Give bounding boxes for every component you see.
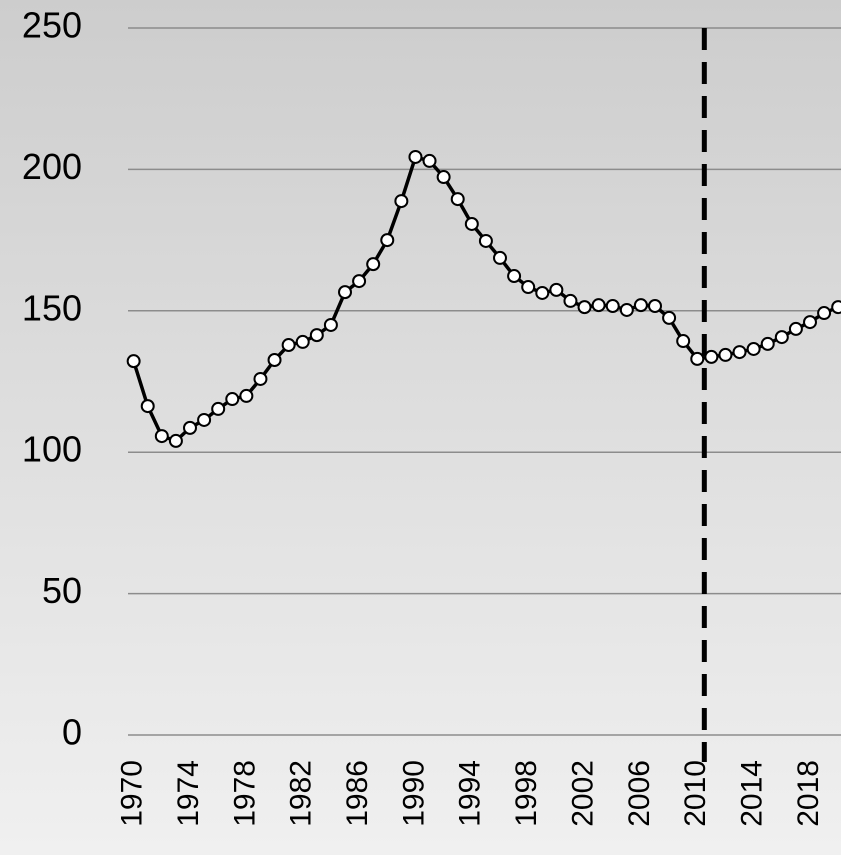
point [633,298,648,313]
point [803,315,817,330]
point [648,298,662,313]
x-tick-label: 1970 [116,760,149,827]
x-tick-label: 2002 [566,760,599,827]
point [760,336,775,351]
point [295,334,310,349]
point [478,233,493,248]
point [422,153,437,168]
point [507,269,522,284]
point [197,412,212,427]
point [253,371,268,386]
point [718,347,733,362]
x-tick-label: 1978 [228,760,261,827]
point [352,274,367,289]
x-tick-label: 1986 [341,760,374,827]
point [154,429,169,444]
y-tick-label: 100 [22,429,82,470]
point [338,285,352,300]
point [619,302,634,317]
point [746,341,761,356]
point [366,257,381,272]
point [831,300,841,315]
point [549,282,564,297]
x-tick-label: 2018 [792,760,825,827]
point [676,334,691,349]
point [140,399,155,414]
point [436,170,451,185]
point [380,233,395,248]
point [394,194,409,209]
x-tick-label: 1982 [285,760,318,827]
x-tick-label: 2014 [736,760,769,827]
point [408,149,423,164]
y-tick-label: 250 [22,5,82,46]
point [450,192,465,207]
point [577,300,592,315]
point [267,353,282,368]
x-tick-label: 1974 [172,760,205,827]
point [535,285,550,300]
y-tick-label: 200 [22,146,82,187]
y-tick-label: 150 [22,287,82,328]
point [323,317,338,332]
point [788,321,803,336]
point [774,330,789,345]
point [493,250,507,265]
point [168,433,183,448]
point [662,310,677,325]
point [591,298,606,313]
point [225,392,240,407]
point [309,328,324,343]
point [183,420,197,435]
point [211,401,226,416]
point [732,345,747,360]
point [817,306,832,321]
point [126,354,141,369]
x-tick-label: 2006 [623,760,656,827]
point [521,280,536,295]
point [563,293,578,308]
point [281,338,296,353]
y-tick-label: 0 [62,712,82,753]
y-tick-label: 50 [42,570,82,611]
x-tick-label: 1998 [510,760,543,827]
point [605,298,620,313]
point [239,388,254,403]
point [690,351,705,366]
x-tick-label: 1994 [454,760,487,827]
point [464,216,479,231]
point [704,349,719,364]
x-tick-label: 1990 [397,760,430,827]
x-tick-label: 2010 [679,760,712,827]
